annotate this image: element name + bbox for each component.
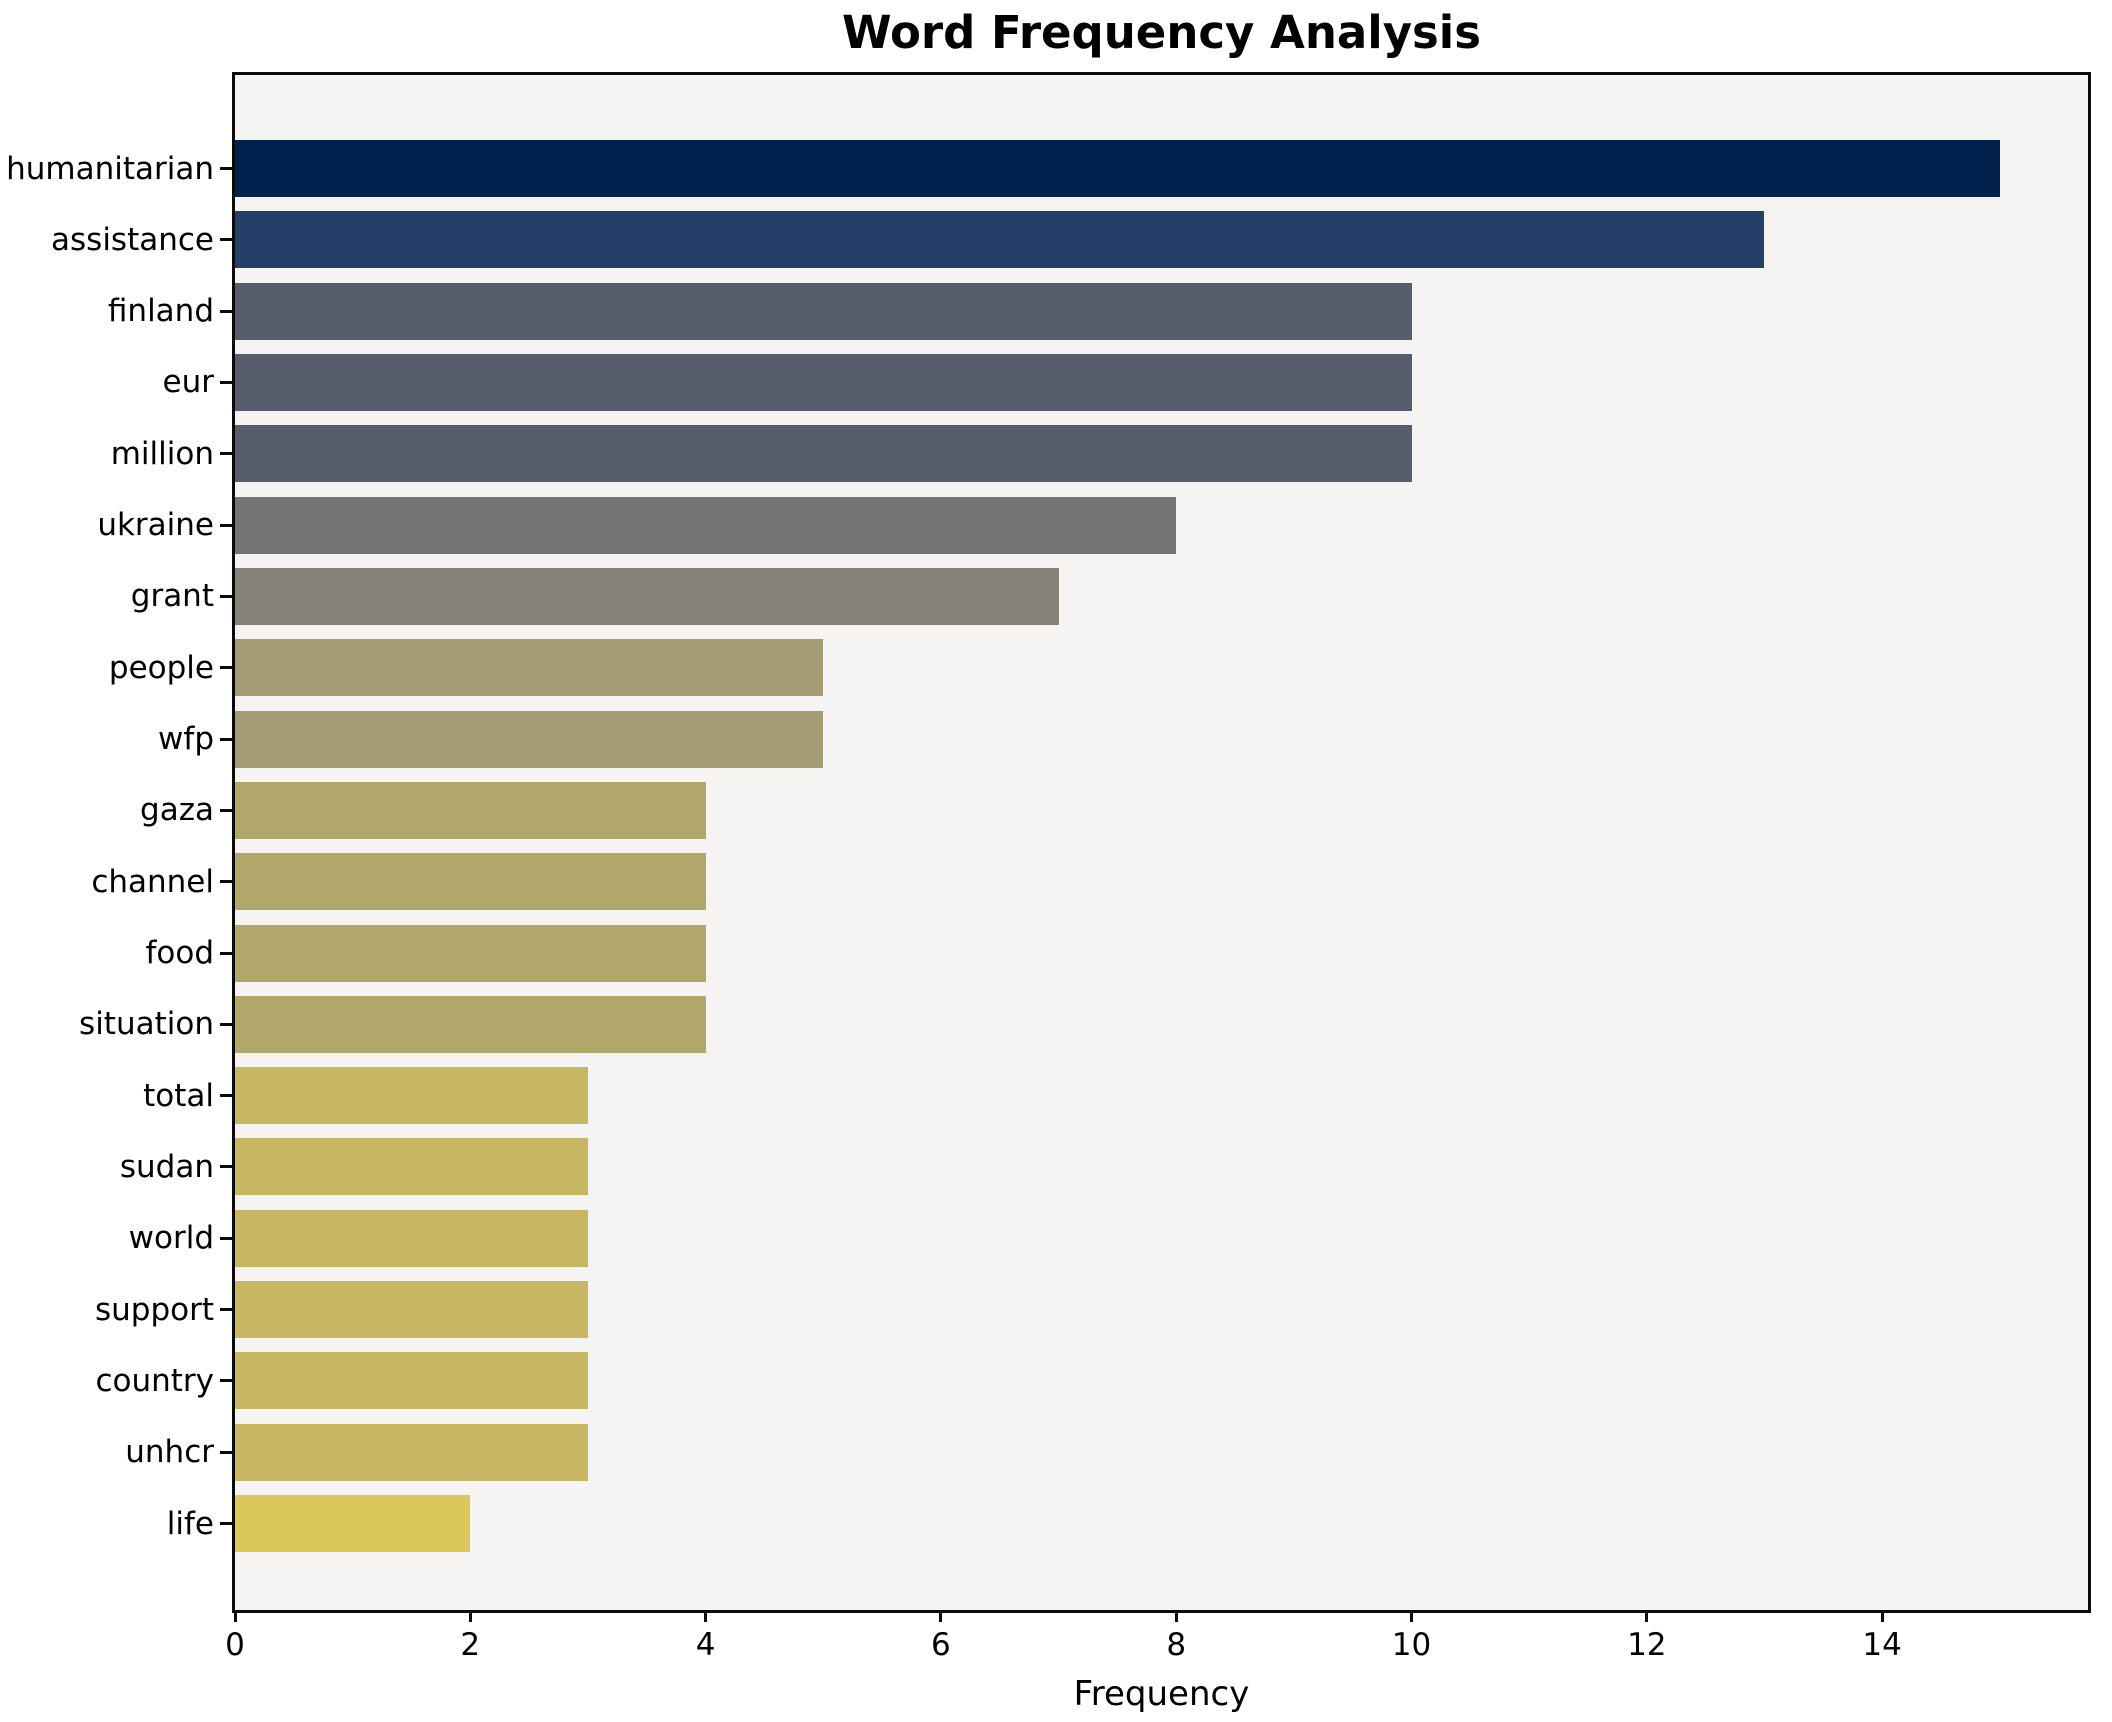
y-tick-label: channel <box>91 863 214 900</box>
y-tick-label: gaza <box>140 792 214 829</box>
x-tick-label: 0 <box>225 1627 245 1663</box>
frequency-bar <box>235 1138 588 1196</box>
y-tick-label: life <box>166 1505 214 1542</box>
plot-area <box>232 72 2091 1613</box>
plot-inner <box>235 75 2088 1610</box>
y-tick-label: unhcr <box>125 1434 214 1471</box>
y-tick-label: situation <box>79 1006 214 1043</box>
y-tick-label: eur <box>162 364 214 401</box>
frequency-bar <box>235 995 706 1053</box>
frequency-bar <box>235 924 706 982</box>
y-tick-label: wfp <box>158 721 214 758</box>
y-tick-mark <box>220 167 232 170</box>
y-tick-mark <box>220 309 232 313</box>
y-tick-mark <box>220 1308 232 1312</box>
x-tick-mark <box>939 1613 943 1622</box>
y-tick-mark <box>220 1165 232 1169</box>
frequency-bar <box>235 853 706 911</box>
frequency-bar <box>235 1067 588 1125</box>
x-tick-label: 6 <box>931 1627 951 1663</box>
y-tick-mark <box>220 1450 232 1454</box>
frequency-bar <box>235 781 706 839</box>
frequency-bar <box>235 1281 588 1339</box>
x-tick-label: 8 <box>1166 1627 1187 1663</box>
frequency-bar <box>235 353 1412 411</box>
frequency-bar <box>235 282 1412 340</box>
y-tick-label: sudan <box>119 1148 214 1185</box>
y-tick-mark <box>220 951 232 955</box>
frequency-bar <box>235 496 1177 554</box>
y-tick-label: food <box>145 935 214 972</box>
frequency-bar <box>235 1352 588 1410</box>
y-tick-mark <box>220 594 232 598</box>
y-tick-mark <box>220 238 232 242</box>
y-tick-label: finland <box>107 293 214 330</box>
x-tick-mark <box>1174 1613 1178 1622</box>
frequency-bar <box>235 425 1412 483</box>
y-tick-label: humanitarian <box>6 150 214 187</box>
x-tick-mark <box>468 1613 472 1622</box>
x-tick-label: 14 <box>1862 1627 1902 1663</box>
y-tick-mark <box>220 1522 232 1526</box>
frequency-bar <box>235 639 824 697</box>
frequency-bar <box>235 567 1059 625</box>
y-tick-label: world <box>128 1220 214 1257</box>
y-tick-mark <box>220 666 232 670</box>
y-tick-label: support <box>94 1291 214 1328</box>
y-tick-label: country <box>95 1362 214 1399</box>
x-tick-label: 4 <box>695 1627 716 1663</box>
frequency-bar <box>235 710 824 768</box>
y-tick-mark <box>220 1236 232 1240</box>
y-tick-label: ukraine <box>97 507 214 544</box>
x-tick-label: 10 <box>1391 1627 1432 1663</box>
x-tick-mark <box>1410 1613 1413 1622</box>
y-tick-label: grant <box>130 578 214 615</box>
y-tick-mark <box>220 880 232 884</box>
x-axis-title: Frequency <box>1073 1674 1250 1714</box>
y-tick-label: assistance <box>51 221 214 258</box>
y-tick-mark <box>220 1022 232 1026</box>
x-tick-mark <box>1645 1613 1649 1622</box>
frequency-bar <box>235 140 2000 197</box>
frequency-bar <box>235 1209 588 1267</box>
y-tick-mark <box>220 808 232 812</box>
frequency-bar <box>235 1495 471 1553</box>
x-tick-label: 2 <box>460 1627 481 1663</box>
frequency-bar <box>235 1423 588 1481</box>
y-tick-label: people <box>108 649 214 686</box>
x-tick-mark <box>233 1613 237 1622</box>
chart-title: Word Frequency Analysis <box>841 6 1482 59</box>
y-tick-label: million <box>110 435 214 472</box>
y-tick-label: total <box>143 1077 214 1114</box>
y-tick-mark <box>220 452 232 456</box>
x-tick-mark <box>1880 1613 1884 1622</box>
y-tick-mark <box>220 523 232 527</box>
x-tick-mark <box>704 1613 708 1622</box>
y-tick-mark <box>220 380 232 384</box>
y-tick-mark <box>220 737 232 741</box>
y-tick-mark <box>220 1379 232 1383</box>
frequency-bar <box>235 211 1765 269</box>
y-tick-mark <box>220 1094 232 1098</box>
x-tick-label: 12 <box>1627 1627 1667 1663</box>
